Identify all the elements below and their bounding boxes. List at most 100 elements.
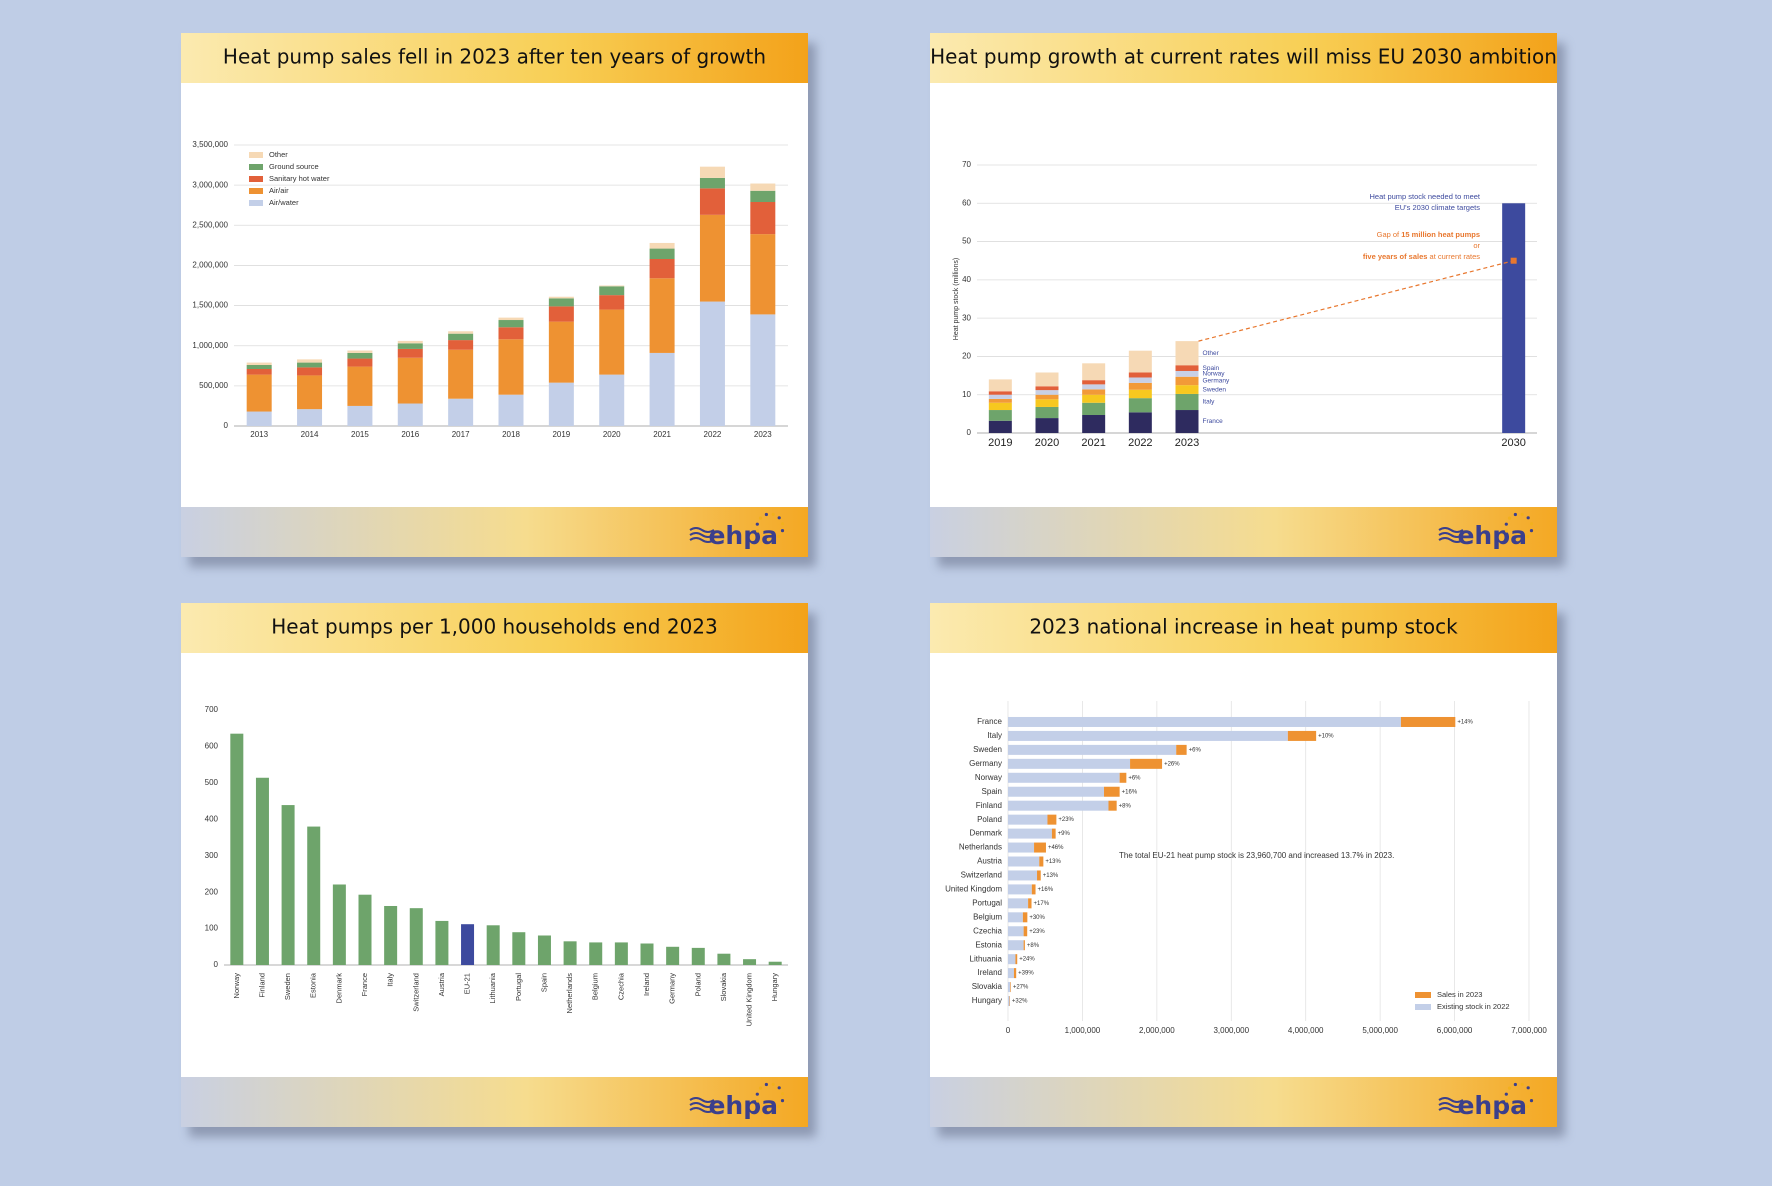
gap-note: or — [1473, 241, 1480, 250]
y-tick-label: 30 — [962, 313, 971, 322]
bar-segment — [247, 412, 272, 426]
legend-label: Existing stock in 2022 — [1437, 1002, 1510, 1011]
bar — [589, 942, 602, 965]
x-tick-label: 2023 — [1175, 437, 1199, 449]
logo-dot — [765, 513, 768, 516]
increase-label: +23% — [1029, 929, 1045, 935]
bar-segment — [448, 334, 473, 340]
increase-label: +23% — [1058, 817, 1074, 823]
y-tick-label: Italy — [987, 731, 1002, 740]
bar — [564, 941, 577, 965]
bar-segment — [549, 383, 574, 426]
increase-label: +17% — [1034, 901, 1050, 907]
y-tick-label: Hungary — [972, 996, 1002, 1005]
bar-segment — [1028, 898, 1031, 908]
bar-segment — [1176, 371, 1199, 377]
y-tick-label: Slovakia — [972, 982, 1003, 991]
x-tick-label: 2019 — [552, 430, 570, 439]
logo-dot — [1514, 513, 1517, 516]
increase-label: +16% — [1122, 789, 1138, 795]
bar-segment — [989, 399, 1012, 403]
bar-segment — [989, 391, 1012, 394]
gap-note-part: Gap of — [1377, 230, 1402, 239]
bar-segment — [1082, 389, 1105, 394]
x-tick-label: Finland — [257, 973, 266, 998]
bar-segment — [989, 379, 1012, 391]
bar-segment — [700, 302, 725, 426]
panel-bg — [181, 603, 808, 1127]
y-tick-label: Sweden — [973, 745, 1002, 754]
bar-segment — [1008, 773, 1120, 783]
bar-segment — [297, 367, 322, 375]
legend-label: Ground source — [269, 162, 319, 171]
bar — [692, 948, 705, 965]
bar-segment — [1036, 399, 1059, 407]
bar-segment — [1082, 415, 1105, 433]
bar-segment — [1036, 373, 1059, 387]
x-tick-label: 2016 — [401, 430, 419, 439]
increase-label: +8% — [1119, 803, 1132, 809]
x-tick-label: Hungary — [770, 973, 779, 1002]
gap-note-part: 15 million heat pumps — [1401, 230, 1480, 239]
logo-dot — [781, 529, 784, 532]
bar — [487, 925, 500, 965]
annotation: The total EU-21 heat pump stock is 23,96… — [1119, 851, 1394, 860]
bar-segment — [700, 167, 725, 178]
gap-note-part: or — [1473, 241, 1480, 250]
x-tick-label: Czechia — [616, 972, 625, 1000]
bar-segment — [989, 395, 1012, 399]
bar-segment — [347, 367, 372, 406]
logo: ehpa — [708, 1091, 778, 1120]
bar-segment — [1014, 968, 1016, 978]
bar-segment — [297, 409, 322, 426]
increase-label: +24% — [1019, 957, 1035, 963]
bar-segment — [1082, 384, 1105, 389]
increase-label: +26% — [1164, 761, 1180, 767]
bar-segment — [750, 191, 775, 202]
legend-label: Air/air — [269, 186, 289, 195]
x-tick-label: Norway — [232, 973, 241, 999]
bar-segment — [599, 286, 624, 295]
panel: Heat pump growth at current rates will m… — [930, 33, 1565, 567]
bar-segment — [1129, 377, 1152, 382]
increase-label: +46% — [1048, 845, 1064, 851]
bar-segment — [448, 340, 473, 350]
x-tick-label: 2020 — [1035, 437, 1059, 449]
bar — [512, 932, 525, 965]
series-label: Germany — [1203, 378, 1230, 385]
bar-segment — [700, 178, 725, 188]
logo-dot — [1508, 1087, 1511, 1090]
bar-segment — [1129, 383, 1152, 390]
increase-label: +16% — [1038, 887, 1054, 893]
logo-dot — [1527, 1086, 1530, 1089]
bar-segment — [1008, 815, 1047, 825]
y-tick-label: 100 — [205, 924, 219, 933]
x-tick-label: 2023 — [754, 430, 772, 439]
legend-label: Air/water — [269, 198, 299, 207]
bar-segment — [650, 243, 675, 249]
increase-label: +32% — [1012, 999, 1028, 1005]
logo: ehpa — [1457, 1091, 1527, 1120]
bar-segment — [1008, 982, 1010, 992]
bar-segment — [750, 184, 775, 191]
increase-label: +27% — [1013, 985, 1029, 991]
bar-segment — [989, 410, 1012, 421]
bar-segment — [1120, 773, 1127, 783]
y-tick-label: 1,000,000 — [192, 341, 228, 350]
bar-segment — [750, 234, 775, 314]
series-label: Spain — [1203, 365, 1220, 372]
bar — [769, 962, 782, 965]
bar-segment — [499, 320, 524, 327]
bar — [615, 942, 628, 965]
panel: Heat pumps per 1,000 households end 2023… — [181, 603, 816, 1137]
y-tick-label: Poland — [977, 815, 1002, 824]
bar-segment — [1008, 843, 1034, 853]
bar-segment — [448, 331, 473, 333]
y-tick-label: 400 — [205, 814, 219, 823]
bar — [282, 805, 295, 965]
bar-segment — [599, 310, 624, 375]
bar-segment — [1176, 394, 1199, 410]
bar-segment — [549, 297, 574, 299]
logo-dot — [759, 517, 762, 520]
y-tick-label: Netherlands — [959, 843, 1002, 852]
